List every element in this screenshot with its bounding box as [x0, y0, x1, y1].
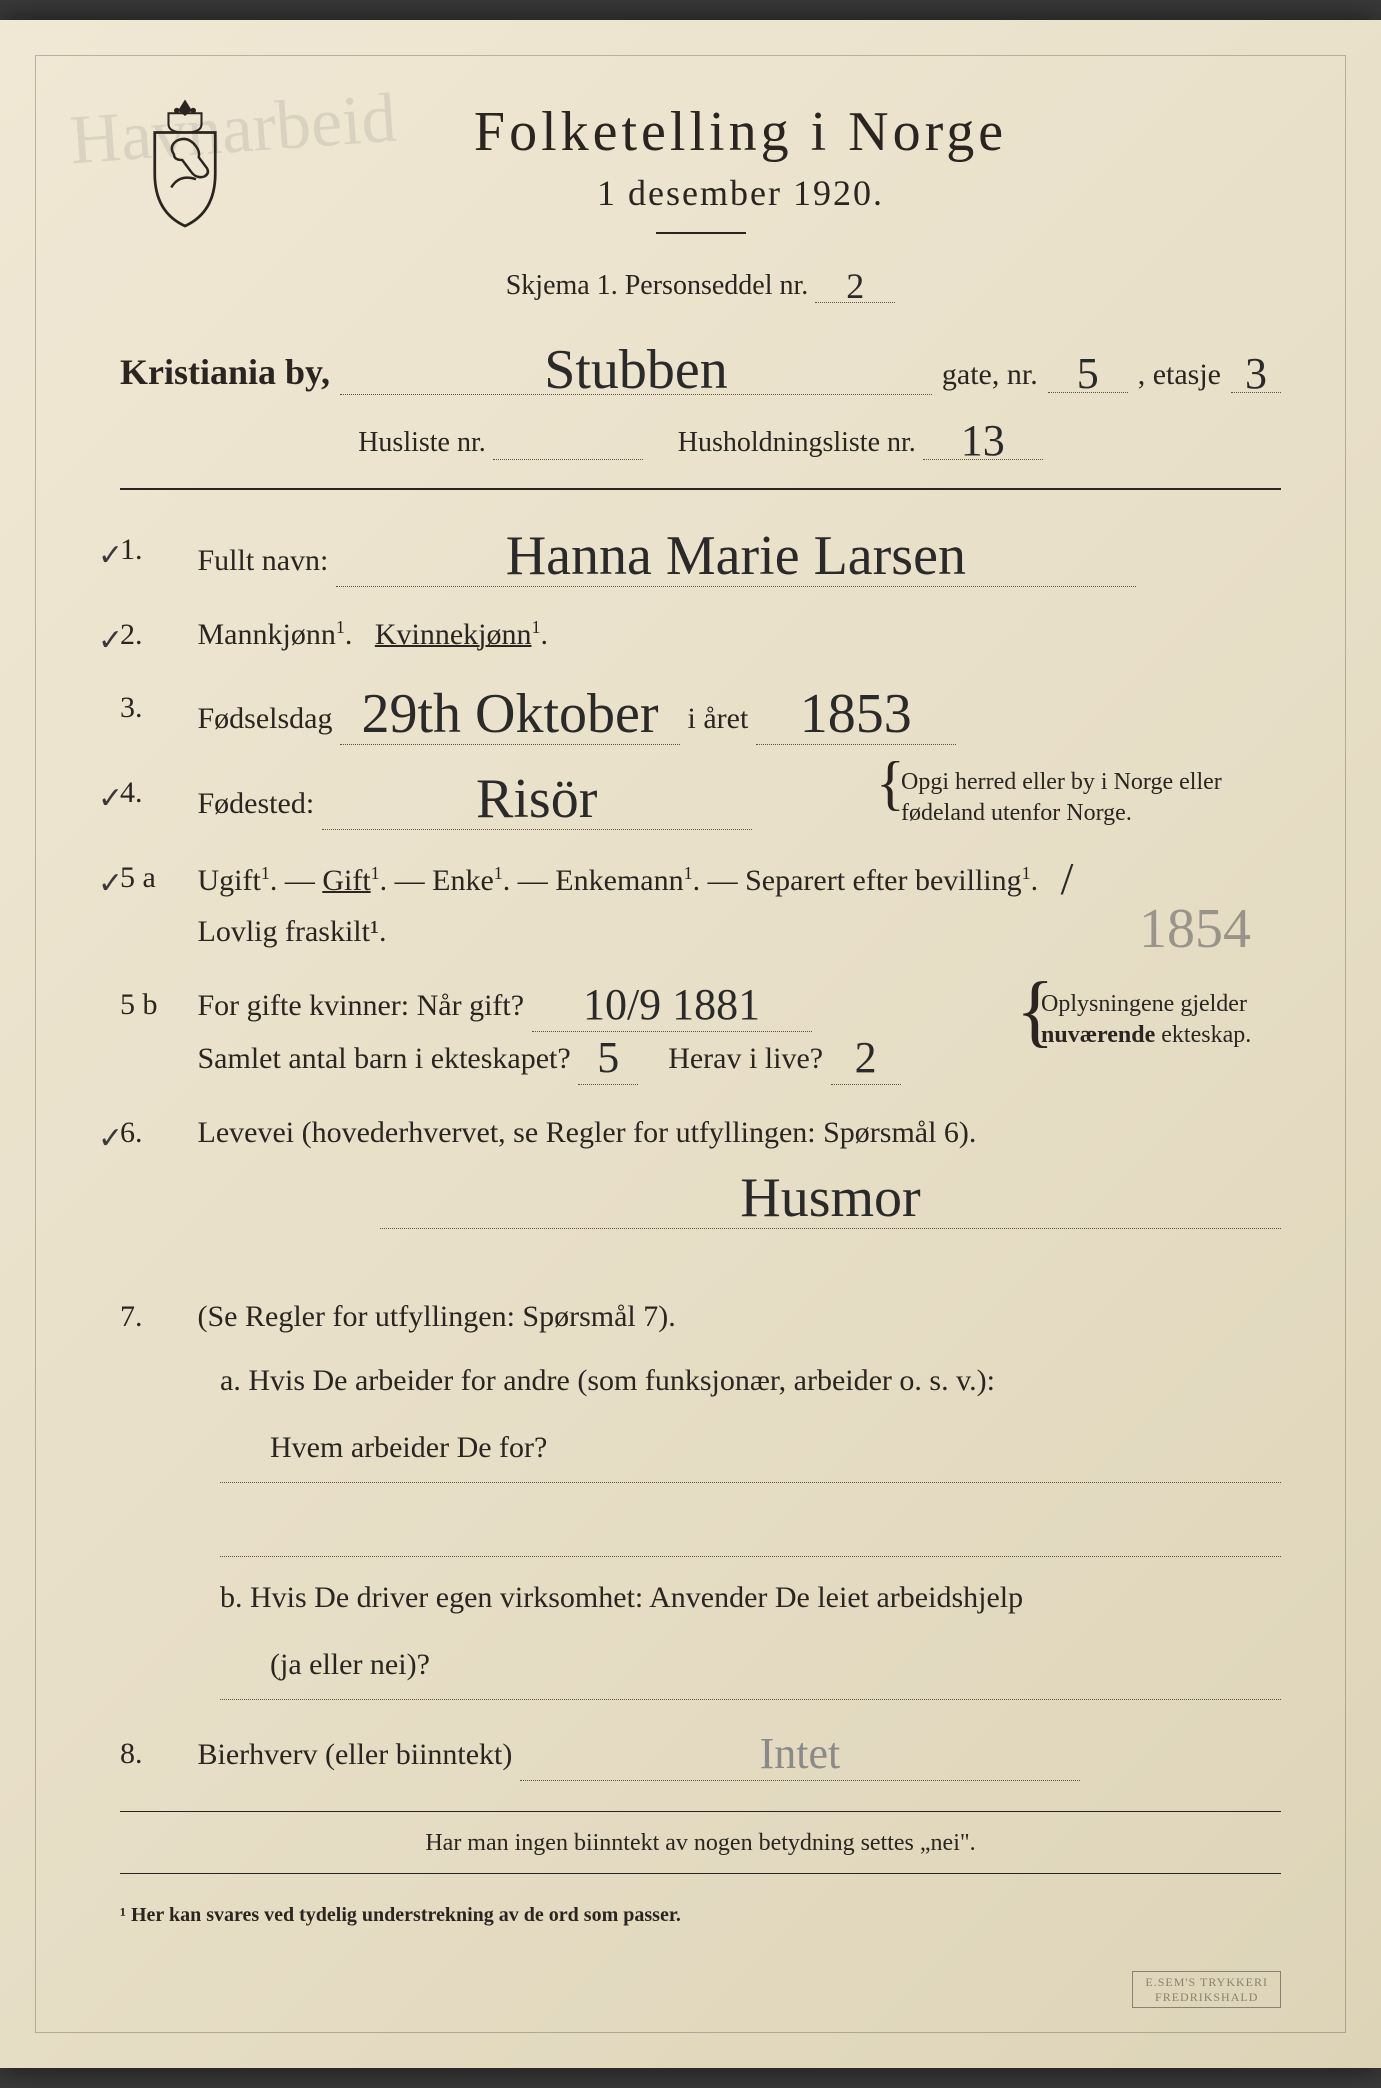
q5b-label1: For gifte kvinner: Når gift?	[198, 989, 525, 1022]
q5a-options: Ugift1. — Gift1. — Enke1. — Enkemann1. —…	[198, 864, 1054, 897]
legend: ¹ Her kan svares ved tydelig understrekn…	[120, 1904, 1281, 1927]
sup: 1	[531, 617, 540, 637]
gate-nr: 5	[1077, 352, 1099, 396]
q5b-row: 5 b For gifte kvinner: Når gift? 10/9 18…	[120, 979, 1281, 1085]
husliste-label: Husliste nr.	[358, 427, 486, 458]
sup: 1	[336, 617, 345, 637]
husholdning-nr: 13	[961, 419, 1005, 463]
city-label: Kristiania by,	[120, 351, 330, 393]
footnote: Har man ingen biinntekt av nogen betydni…	[120, 1830, 1281, 1857]
husholdning-label: Husholdningsliste nr.	[678, 427, 916, 458]
q6-label: Levevei (hovederhvervet, se Regler for u…	[198, 1116, 977, 1149]
subtitle-date: 1 desember 1920.	[200, 172, 1281, 214]
printer-stamp: E.SEM'S TRYKKERI FREDRIKSHALD	[1132, 1971, 1281, 2008]
q4-sidenote: { Opgi herred eller by i Norge eller fød…	[901, 767, 1281, 829]
etasje-nr: 3	[1245, 352, 1267, 396]
tick-mark: ✓	[98, 530, 123, 581]
q5b-label2: Samlet antal barn i ekteskapet?	[198, 1042, 571, 1075]
gate-label: gate, nr.	[942, 358, 1038, 392]
main-title: Folketelling i Norge	[200, 100, 1281, 164]
q7a-blank	[220, 1487, 1281, 1557]
brace-icon: {	[1016, 989, 1054, 1033]
q4-num: 4.	[120, 767, 190, 818]
q3-row: 3. Fødselsdag 29th Oktober i året 1853	[120, 682, 1281, 745]
q5b-label3: Herav i live?	[668, 1042, 823, 1075]
q3-num: 3.	[120, 682, 190, 733]
q7-row: 7. (Se Regler for utfyllingen: Spørsmål …	[120, 1291, 1281, 1342]
brace-icon: {	[876, 767, 905, 800]
stamp-line1: E.SEM'S TRYKKERI	[1145, 1975, 1268, 1989]
q7-label: (Se Regler for utfyllingen: Spørsmål 7).	[198, 1300, 676, 1333]
census-form-page: Havnarbeid Folketelling i Norge 1 desemb…	[0, 20, 1381, 2068]
q2-row: ✓ 2. Mannkjønn1. Kvinnekjønn1.	[120, 609, 1281, 660]
tick-mark: ✓	[98, 615, 123, 666]
q5b-sidenote: { Oplysningene gjelder nuværende ekteska…	[1041, 989, 1281, 1051]
q3-label: Fødselsdag	[198, 702, 333, 735]
q7b-question: (ja eller nei)?	[220, 1630, 1281, 1700]
q8-row: 8. Bierhverv (eller biinntekt) Intet	[120, 1728, 1281, 1781]
q8-num: 8.	[120, 1728, 190, 1779]
q5a-row: ✓ 5 a Ugift1. — Gift1. — Enke1. — Enkema…	[120, 852, 1281, 957]
occupation: Husmor	[740, 1170, 920, 1226]
pencil-year: 1854	[1139, 882, 1251, 977]
header: Folketelling i Norge 1 desember 1920.	[120, 100, 1281, 234]
birthplace: Risör	[476, 771, 597, 827]
address-row: Kristiania by, Stubben gate, nr. 5 , eta…	[120, 338, 1281, 395]
bierhverv-value: Intet	[760, 1732, 841, 1776]
q7b-label: b. Hvis De driver egen virksomhet: Anven…	[220, 1569, 1281, 1626]
etasje-label: , etasje	[1138, 358, 1221, 392]
section-rule	[120, 488, 1281, 490]
coat-of-arms-icon	[130, 90, 240, 230]
q7a-question: Hvem arbeider De for?	[220, 1413, 1281, 1483]
birth-year: 1853	[800, 686, 912, 742]
tick-mark: ✓	[98, 858, 123, 909]
personseddel-nr: 2	[846, 268, 864, 304]
q4-row: ✓ 4. Fødested: Risör { Opgi herred eller…	[120, 767, 1281, 830]
footnote-rule-top	[120, 1811, 1281, 1812]
q1-label: Fullt navn:	[198, 544, 329, 577]
q6-row: ✓ 6. Levevei (hovederhvervet, se Regler …	[120, 1107, 1281, 1229]
q8-label: Bierhverv (eller biinntekt)	[198, 1738, 513, 1771]
footnote-rule-bottom	[120, 1873, 1281, 1874]
q2-num: 2.	[120, 609, 190, 660]
q2-male: Mannkjønn	[198, 618, 336, 651]
q1-row: ✓ 1. Fullt navn: Hanna Marie Larsen	[120, 524, 1281, 587]
q5a-num: 5 a	[120, 852, 190, 903]
tick-mark: ✓	[98, 1113, 123, 1164]
skjema-label: Skjema 1. Personseddel nr.	[506, 270, 809, 301]
q5b-num: 5 b	[120, 979, 190, 1030]
children-alive: 2	[855, 1036, 877, 1080]
q7-num: 7.	[120, 1291, 190, 1342]
q1-num: 1.	[120, 524, 190, 575]
street-name: Stubben	[544, 342, 728, 398]
husliste-row: Husliste nr. Husholdningsliste nr. 13	[120, 415, 1281, 460]
q4-note-text: Opgi herred eller by i Norge eller fødel…	[901, 769, 1222, 826]
q7a-label: a. Hvis De arbeider for andre (som funks…	[220, 1352, 1281, 1409]
q3-year-label: i året	[688, 702, 749, 735]
slash-mark: /	[1061, 856, 1074, 902]
q5b-note-text: Oplysningene gjelder nuværende ekteskap.	[1041, 991, 1251, 1048]
q6-num: 6.	[120, 1107, 190, 1158]
q5a-line2: Lovlig fraskilt¹.	[198, 915, 387, 948]
children-total: 5	[597, 1036, 619, 1080]
full-name: Hanna Marie Larsen	[506, 528, 966, 584]
birth-day: 29th Oktober	[361, 686, 658, 742]
tick-mark: ✓	[98, 773, 123, 824]
title-divider	[656, 232, 746, 234]
q4-label: Fødested:	[198, 787, 315, 820]
married-when: 10/9 1881	[583, 983, 760, 1027]
q2-female: Kvinnekjønn	[375, 618, 532, 651]
stamp-line2: FREDRIKSHALD	[1145, 1990, 1268, 2004]
skjema-line: Skjema 1. Personseddel nr. 2	[120, 264, 1281, 303]
